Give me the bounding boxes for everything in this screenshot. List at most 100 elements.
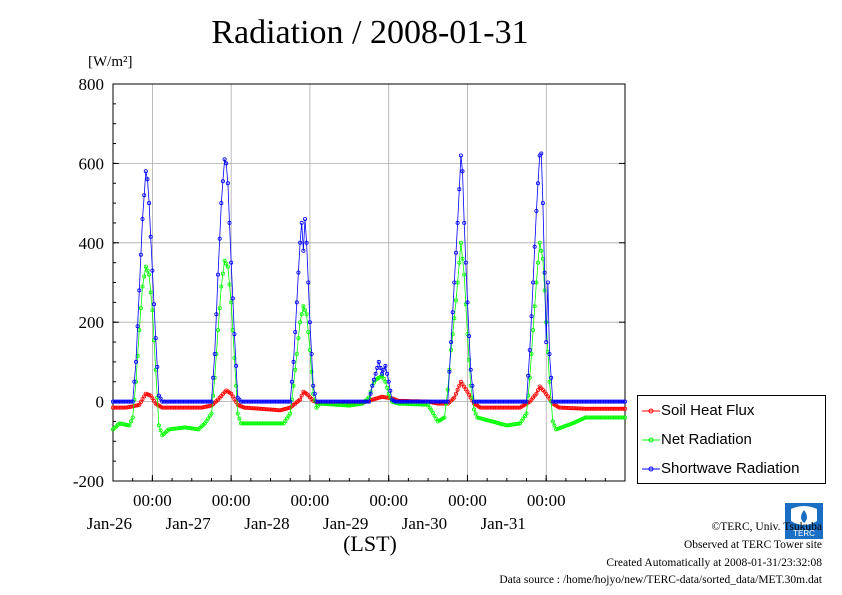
data-point — [458, 153, 463, 158]
data-point — [130, 415, 135, 420]
data-point — [621, 406, 626, 411]
data-point — [536, 260, 541, 265]
data-point — [140, 216, 145, 221]
data-point — [545, 280, 550, 285]
data-point — [527, 347, 532, 352]
data-point — [432, 413, 437, 418]
data-point — [460, 256, 465, 261]
data-point — [370, 383, 375, 388]
data-point — [293, 330, 298, 335]
data-point — [621, 415, 626, 420]
data-point — [385, 385, 390, 390]
data-point — [148, 234, 153, 239]
data-point — [453, 250, 458, 255]
data-point — [143, 169, 148, 174]
data-point — [158, 428, 163, 433]
observed-text: Observed at TERC Tower site — [683, 539, 822, 551]
data-point — [380, 371, 385, 376]
data-point — [215, 328, 220, 333]
data-point — [127, 423, 132, 428]
data-point — [225, 181, 230, 186]
x-day-label: Jan-31 — [481, 514, 526, 533]
data-point — [219, 284, 224, 289]
data-point — [302, 216, 307, 221]
data-point — [458, 240, 463, 245]
data-point — [211, 375, 216, 380]
data-point — [522, 399, 527, 404]
data-point — [623, 399, 628, 404]
data-point — [299, 393, 304, 398]
data-point — [371, 377, 376, 382]
data-point — [427, 405, 432, 410]
data-point — [552, 423, 557, 428]
chart-title: Radiation / 2008-01-31 — [211, 14, 529, 51]
data-point — [289, 379, 294, 384]
y-tick-label: -200 — [73, 472, 104, 491]
data-point — [227, 220, 232, 225]
data-point — [457, 383, 462, 388]
source-text: Data source : /home/hojyo/new/TERC-data/… — [499, 574, 822, 586]
data-point — [549, 375, 554, 380]
data-point — [457, 260, 462, 265]
y-tick-label: 600 — [79, 154, 105, 173]
data-point — [227, 282, 232, 287]
legend-marker-soil-heat-flux — [642, 408, 660, 414]
legend-item-soil-heat-flux: Soil Heat Flux — [638, 400, 825, 422]
data-point — [445, 399, 450, 404]
data-point — [304, 312, 309, 317]
data-point — [539, 151, 544, 156]
data-point — [457, 187, 462, 192]
data-point — [293, 367, 298, 372]
data-point — [156, 423, 161, 428]
x-tick-label: 00:00 — [212, 491, 251, 510]
data-point — [452, 395, 457, 400]
data-point — [532, 304, 537, 309]
data-point — [366, 395, 371, 400]
data-point — [623, 406, 628, 411]
data-point — [311, 383, 316, 388]
data-point — [129, 419, 134, 424]
legend-label: Net Radiation — [661, 431, 752, 448]
data-point — [463, 260, 468, 265]
data-point — [133, 359, 138, 364]
data-point — [373, 371, 378, 376]
series-shortwave-radiation — [111, 151, 628, 404]
data-point — [455, 387, 460, 392]
data-point — [151, 302, 156, 307]
data-point — [383, 363, 388, 368]
data-point — [288, 399, 293, 404]
data-point — [211, 393, 216, 398]
data-point — [234, 363, 239, 368]
data-point — [462, 220, 467, 225]
data-point — [148, 290, 153, 295]
logo-text: TERC — [793, 529, 815, 538]
legend-item-shortwave-radiation: Shortwave Radiation — [638, 458, 825, 480]
data-point — [467, 357, 472, 362]
y-tick-label: 200 — [79, 313, 105, 332]
data-point — [526, 373, 531, 378]
x-day-label: Jan-26 — [87, 514, 132, 533]
data-point — [298, 320, 303, 325]
x-axis: 00:00Jan-2600:00Jan-2700:00Jan-2800:00Ja… — [87, 475, 626, 533]
data-point — [294, 300, 299, 305]
data-point — [547, 351, 552, 356]
data-point — [536, 181, 541, 186]
data-point — [465, 300, 470, 305]
data-point — [302, 308, 307, 313]
data-point — [462, 272, 467, 277]
data-point — [445, 387, 450, 392]
data-point — [460, 169, 465, 174]
chart-series — [111, 151, 628, 438]
data-point — [378, 365, 383, 370]
data-point — [307, 320, 312, 325]
data-point — [524, 399, 529, 404]
data-point — [143, 264, 148, 269]
x-axis-label: (LST) — [343, 531, 397, 556]
data-point — [298, 397, 303, 402]
x-day-label: Jan-27 — [165, 514, 211, 533]
data-point — [138, 306, 143, 311]
data-point — [224, 261, 229, 266]
data-point — [534, 208, 539, 213]
data-point — [301, 304, 306, 309]
